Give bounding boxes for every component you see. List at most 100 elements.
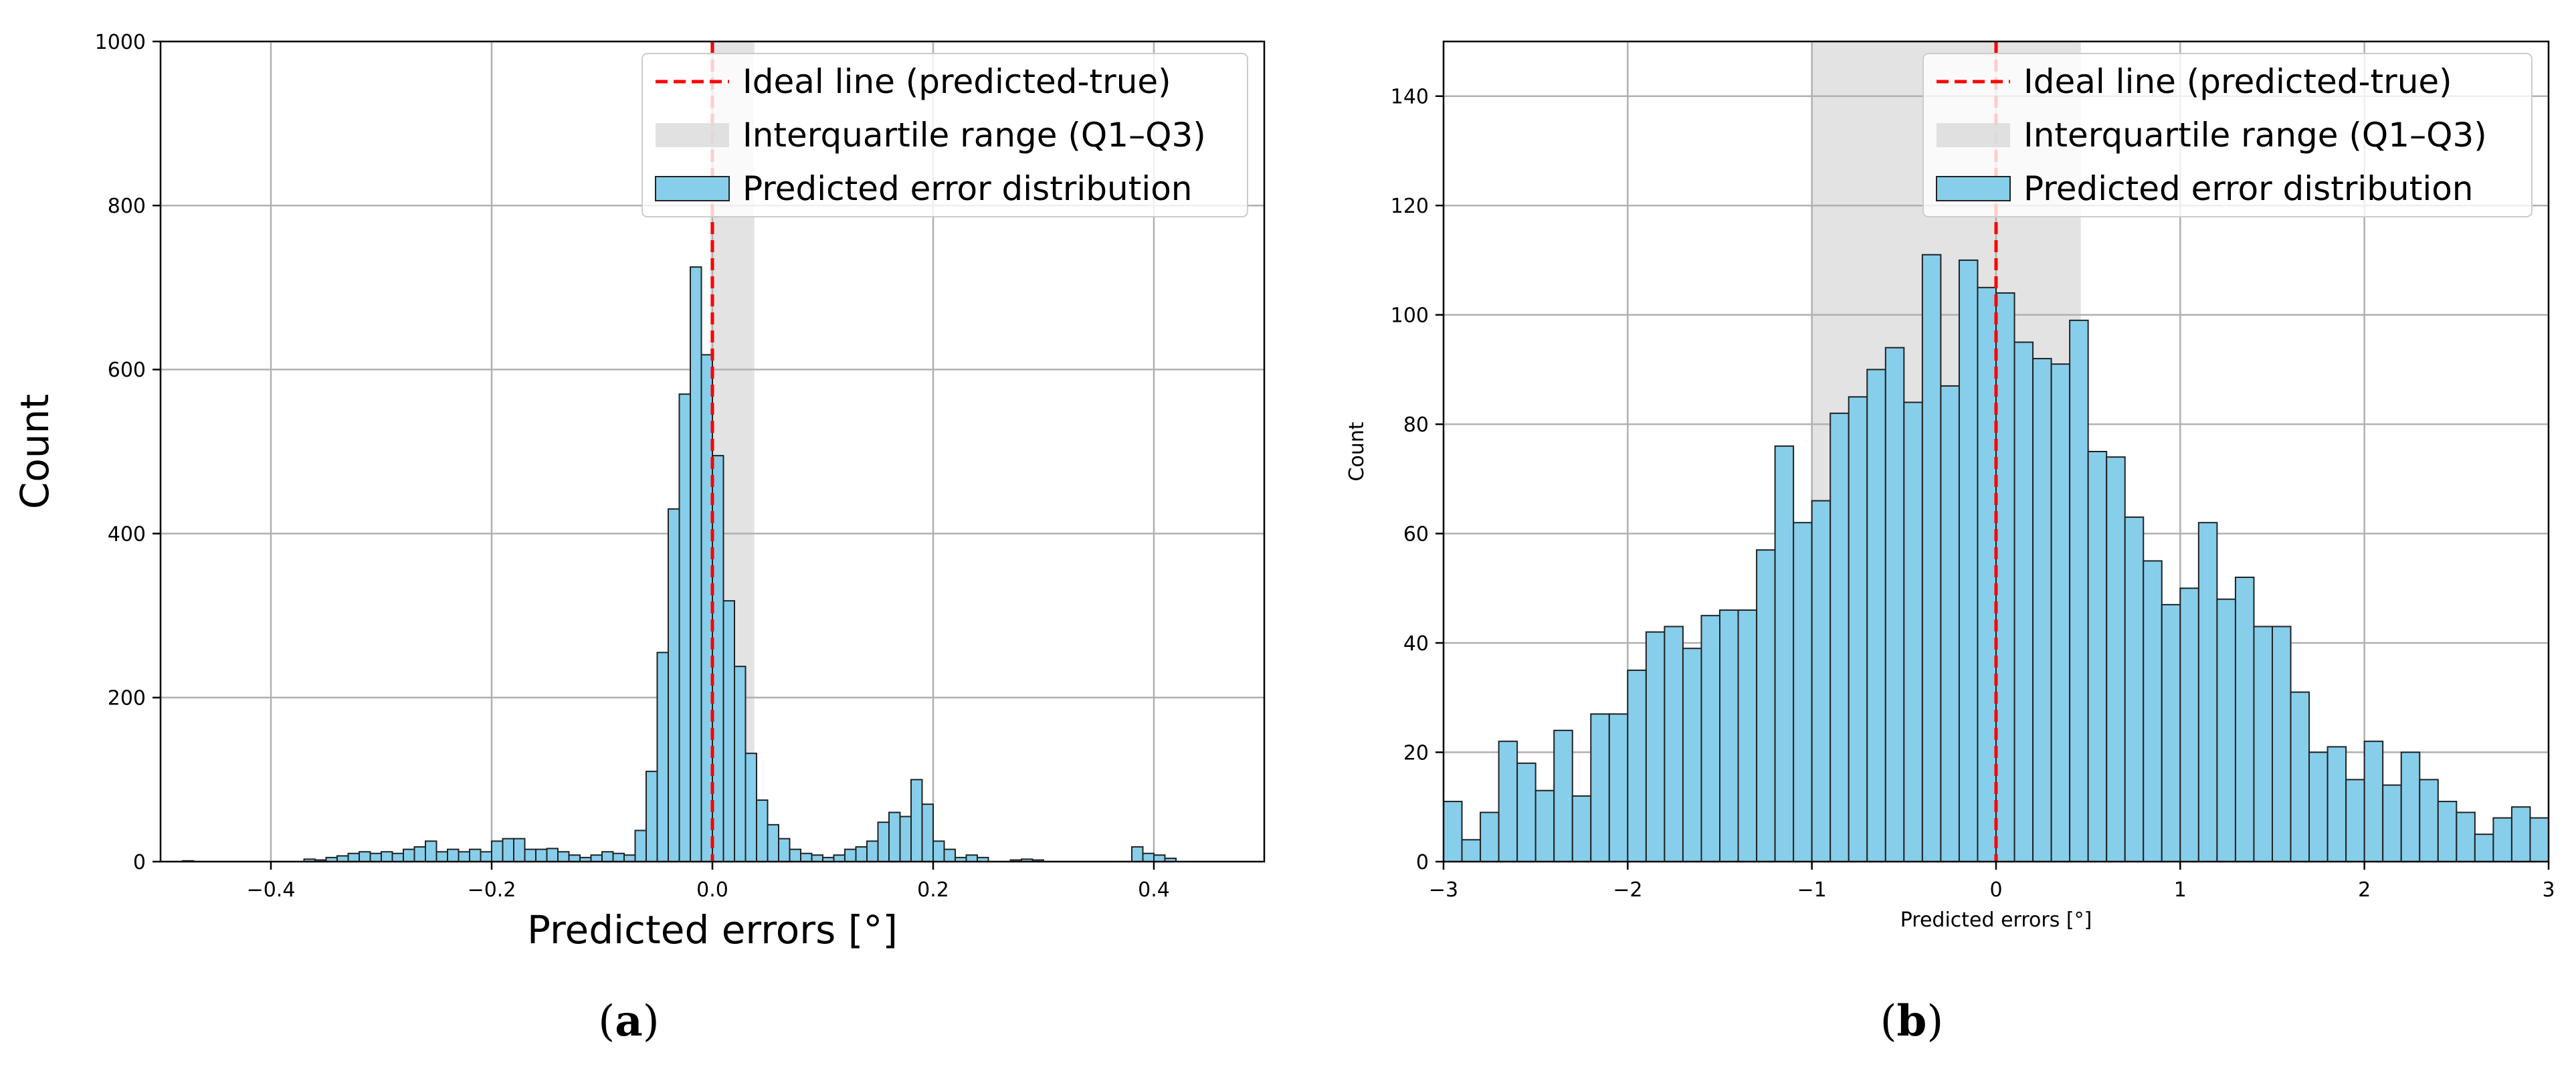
x-axis-label: Predicted errors [°] — [527, 907, 898, 953]
histogram-bar — [347, 852, 360, 862]
x-tick-label: 1 — [2174, 878, 2187, 902]
histogram-bar — [2013, 341, 2034, 862]
histogram-bar — [2272, 625, 2292, 862]
histogram-bar — [1682, 648, 1702, 862]
histogram-bar — [2474, 834, 2494, 862]
histogram-bar — [2308, 751, 2329, 862]
y-tick-label: 20 — [1403, 741, 1429, 765]
histogram-bar — [623, 854, 636, 862]
histogram-bar — [866, 840, 879, 862]
histogram-bar — [789, 848, 801, 862]
legend-box — [641, 53, 1248, 217]
histogram-bar — [2345, 779, 2365, 862]
histogram-bar — [722, 600, 735, 862]
histogram-bar — [2567, 823, 2576, 862]
histogram-bar — [1534, 789, 1555, 862]
histogram-bar — [336, 855, 349, 862]
histogram-bar — [1921, 254, 1942, 862]
histogram-bar — [2548, 801, 2549, 862]
histogram-bar — [425, 840, 437, 862]
histogram-bar — [2492, 817, 2512, 862]
histogram-bar — [634, 830, 647, 862]
x-tick-label: −0.4 — [247, 878, 296, 902]
histogram-bar — [1590, 713, 1610, 862]
histogram-bar — [1131, 846, 1144, 862]
histogram-bar — [568, 854, 581, 862]
histogram-bar — [1884, 347, 1905, 862]
histogram-bar — [1480, 811, 1500, 862]
histogram-bar — [1774, 445, 1795, 862]
histogram-bar — [2106, 456, 2126, 862]
histogram-bar — [403, 848, 415, 862]
y-tick-label: 400 — [108, 522, 146, 546]
histogram-bar — [767, 823, 779, 862]
histogram-bar — [546, 848, 559, 862]
histogram-bar — [855, 846, 868, 862]
y-tick-label: 100 — [1391, 304, 1429, 327]
chart-panel-b: −3 −2 −1 0 1 2 3 0 20 40 60 80 100 120 140 Predicted er… — [1345, 40, 2576, 1046]
y-tick-label: 140 — [1391, 86, 1429, 109]
histogram-bar — [1645, 631, 1666, 862]
histogram-bar — [612, 852, 625, 862]
histogram-bar — [921, 803, 934, 862]
histogram-bar — [2290, 691, 2310, 862]
y-tick-label: 0 — [133, 851, 146, 874]
histogram-bar — [756, 799, 769, 862]
histogram-bar — [2419, 779, 2439, 862]
chart-panel-a: −0.4 −0.2 0.0 0.2 0.4 0 200 400 600 800 1000 Predic… — [12, 31, 1266, 1046]
histogram-bar — [833, 854, 846, 862]
histogram-bar — [2326, 746, 2347, 862]
x-tick-label: 0 — [1989, 878, 2002, 902]
x-tick-label: 0.2 — [917, 878, 949, 902]
histogram-bar — [800, 852, 813, 862]
histogram-bar — [435, 851, 448, 862]
histogram-bar — [458, 851, 470, 862]
histogram-bar — [910, 779, 923, 862]
histogram-bar — [524, 848, 536, 862]
legend-iqr-swatch — [656, 123, 729, 147]
y-tick-label: 120 — [1391, 195, 1429, 218]
histogram-bar — [513, 838, 526, 862]
histogram-bar — [1737, 609, 1758, 862]
y-tick-label: 0 — [1416, 851, 1429, 874]
y-axis-label: Count — [12, 394, 58, 509]
histogram-bar — [1627, 669, 1647, 862]
histogram-bar — [1142, 852, 1155, 862]
legend-histogram-label: Predicted error distribution — [742, 169, 1193, 208]
legend: Ideal line (predicted-true) Interquartile… — [1922, 53, 2533, 217]
histogram-bar — [877, 821, 890, 862]
x-tick-label: −1 — [1797, 878, 1827, 902]
histogram-bar — [2437, 801, 2458, 862]
histogram-bar — [2032, 358, 2052, 862]
histogram-bar — [1571, 795, 1592, 862]
histogram-bar — [1793, 522, 1813, 862]
legend: Ideal line (predicted-true) Interquartile… — [641, 53, 1248, 217]
legend-histogram-swatch — [1936, 176, 2011, 201]
histogram-bar — [1153, 854, 1166, 862]
histogram-bar — [678, 393, 691, 862]
panel-caption: (b) — [1880, 996, 1944, 1046]
histogram-bar — [2050, 363, 2071, 862]
histogram-bar — [1811, 500, 1831, 862]
histogram-bar — [2124, 516, 2145, 862]
histogram-bar — [2253, 625, 2273, 862]
histogram-bar — [1866, 369, 1886, 862]
histogram-bar — [2529, 817, 2549, 862]
x-tick-label: 0.4 — [1138, 878, 1170, 902]
histogram-bar — [1516, 762, 1537, 862]
histogram-bar — [2510, 806, 2531, 862]
histogram-bar — [668, 508, 680, 862]
legend-histogram-swatch — [655, 176, 730, 201]
histogram-bar — [2456, 811, 2476, 862]
histogram-bar — [646, 771, 658, 862]
histogram-bar — [1848, 396, 1868, 862]
histogram-bar — [943, 848, 956, 862]
histogram-bar — [690, 266, 702, 862]
x-tick-label: −0.2 — [468, 878, 516, 902]
histogram-bar — [2382, 784, 2402, 862]
histogram-bar — [1498, 741, 1518, 862]
histogram-bar — [811, 854, 823, 862]
histogram-bar — [2216, 598, 2236, 862]
